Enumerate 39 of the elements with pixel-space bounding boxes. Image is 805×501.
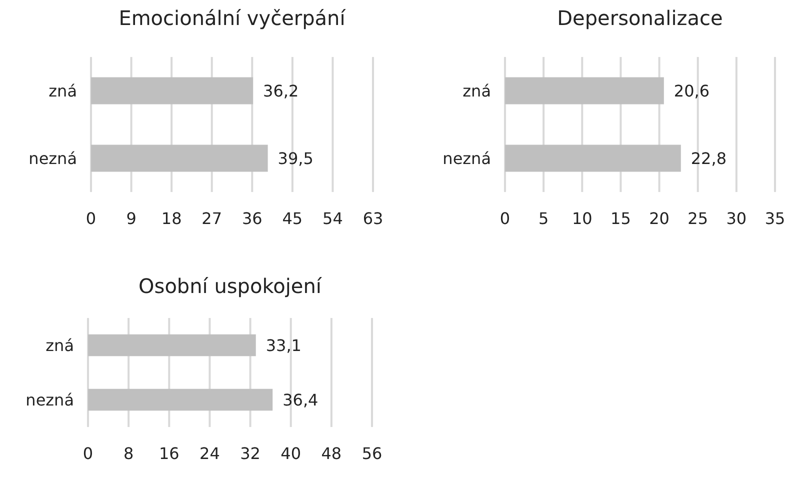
x-tick-label: 0 [86,209,96,228]
x-tick-label: 40 [280,444,302,463]
x-tick-label: 15 [610,209,631,228]
chart-title: Depersonalizace [557,6,723,30]
x-tick-label: 35 [764,209,786,228]
x-tick-label: 20 [649,209,670,228]
x-tick-label: 5 [538,209,549,228]
x-tick-label: 16 [158,444,180,463]
data-label: 20,6 [674,81,710,100]
data-label: 22,8 [690,148,727,168]
x-tick-label: 32 [240,444,260,463]
y-tick-label: zná [46,336,74,355]
y-tick-label: nezná [26,390,74,410]
x-tick-label: 25 [688,209,708,228]
x-tick-label: 24 [200,444,220,463]
x-tick-label: 9 [126,209,136,228]
x-tick-label: 0 [82,444,94,463]
x-tick-label: 63 [362,209,384,228]
y-tick-label: nezná [442,148,491,168]
data-label: 36,4 [282,390,318,410]
x-tick-label: 54 [322,209,343,228]
data-label: 39,5 [278,148,314,168]
chart-title: Emocionální vyčerpání [118,6,347,30]
y-tick-label: zná [462,81,491,100]
x-tick-label: 27 [202,209,222,228]
x-tick-label: 36 [242,209,262,228]
data-label: 36,2 [263,81,299,100]
x-tick-label: 0 [500,209,510,228]
x-tick-label: 30 [726,209,747,228]
x-tick-label: 8 [123,444,134,463]
chart-title: Osobní uspokojení [138,274,323,298]
x-tick-label: 10 [572,209,592,228]
x-tick-label: 45 [282,209,303,228]
x-tick-label: 18 [161,209,182,228]
y-tick-label: nezná [28,148,77,168]
data-label: 33,1 [266,336,302,355]
x-tick-label: 48 [321,444,342,463]
y-tick-label: zná [48,81,77,100]
x-tick-label: 56 [362,444,382,463]
